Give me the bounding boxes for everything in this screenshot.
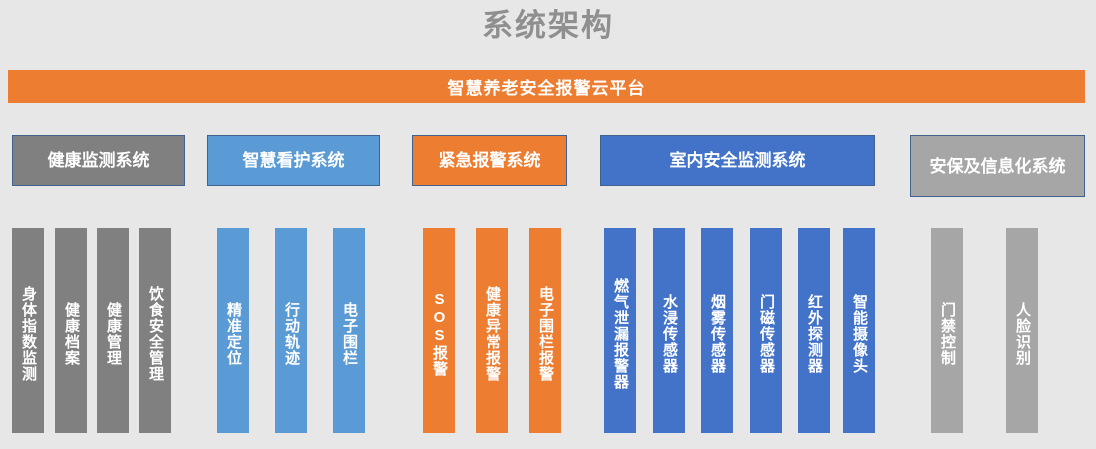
category-box-label: 紧急报警系统 [438,151,541,170]
leaf-bar-label: SOS报警 [431,291,448,377]
leaf-bar-label: 行动轨迹 [283,302,300,366]
category-box-label: 室内安全监测系统 [669,151,806,170]
leaf-bar-label: 智能摄像头 [851,294,868,374]
leaf-bar-label: 烟雾传感器 [709,294,726,374]
leaf-bar-label: 门禁控制 [939,302,956,366]
category-box-indoor-safety[interactable]: 室内安全监测系统 [600,135,875,186]
leaf-bar[interactable]: 人脸识别 [1006,228,1038,433]
leaf-bar-label: 饮食安全管理 [147,286,164,382]
leaf-bar-label: 水浸传感器 [661,294,678,374]
leaf-bar[interactable]: 智能摄像头 [843,228,875,433]
leaf-bar-label: 身体指数监测 [20,286,37,382]
category-box-emergency-alarm[interactable]: 紧急报警系统 [412,135,567,186]
leaf-bar[interactable]: 健康异常报警 [476,228,508,433]
leaf-bar[interactable]: 燃气泄漏报警器 [604,228,636,433]
leaf-bar[interactable]: 门磁传感器 [750,228,782,433]
leaf-bar[interactable]: 水浸传感器 [653,228,685,433]
platform-banner: 智慧养老安全报警云平台 [8,70,1085,103]
leaf-bar[interactable]: SOS报警 [423,228,455,433]
leaf-bar[interactable]: 电子围栏 [333,228,365,433]
leaf-bar-label: 电子围栏 [341,302,358,366]
leaf-bar-label: 燃气泄漏报警器 [612,278,629,390]
category-box-label: 智慧看护系统 [242,151,345,170]
leaf-bar-label: 精准定位 [225,302,242,366]
leaf-bar[interactable]: 门禁控制 [931,228,963,433]
leaf-bar-label: 人脸识别 [1014,302,1031,366]
leaf-bar-label: 电子围栏报警 [537,286,554,382]
leaf-bar[interactable]: 烟雾传感器 [701,228,733,433]
category-box-label: 安保及信息化系统 [929,156,1066,176]
leaf-bar[interactable]: 电子围栏报警 [529,228,561,433]
leaf-bar[interactable]: 行动轨迹 [275,228,307,433]
leaf-bar[interactable]: 饮食安全管理 [139,228,171,433]
leaf-bar-label: 门磁传感器 [758,294,775,374]
category-box-health-monitoring[interactable]: 健康监测系统 [12,135,185,186]
leaf-bar-label: 红外探测器 [806,294,823,374]
category-row: 健康监测系统 智慧看护系统 紧急报警系统 室内安全监测系统 安保及信息化系统 [0,135,1096,197]
leaf-bar[interactable]: 健康档案 [55,228,87,433]
category-box-label: 健康监测系统 [47,151,150,170]
platform-banner-label: 智慧养老安全报警云平台 [447,79,646,98]
category-box-smart-care[interactable]: 智慧看护系统 [207,135,380,186]
leaf-bar-row: 身体指数监测 健康档案 健康管理 饮食安全管理 精准定位 行动轨迹 电子围栏 SOS报警 健康异… [0,228,1096,434]
leaf-bar-label: 健康异常报警 [484,286,501,382]
leaf-bar-label: 健康档案 [63,302,80,366]
leaf-bar[interactable]: 身体指数监测 [12,228,44,433]
leaf-bar[interactable]: 精准定位 [217,228,249,433]
page-title: 系统架构 [482,8,614,43]
leaf-bar-label: 健康管理 [105,302,122,366]
category-box-security-informatization[interactable]: 安保及信息化系统 [910,135,1085,197]
leaf-bar[interactable]: 红外探测器 [798,228,830,433]
leaf-bar[interactable]: 健康管理 [97,228,129,433]
